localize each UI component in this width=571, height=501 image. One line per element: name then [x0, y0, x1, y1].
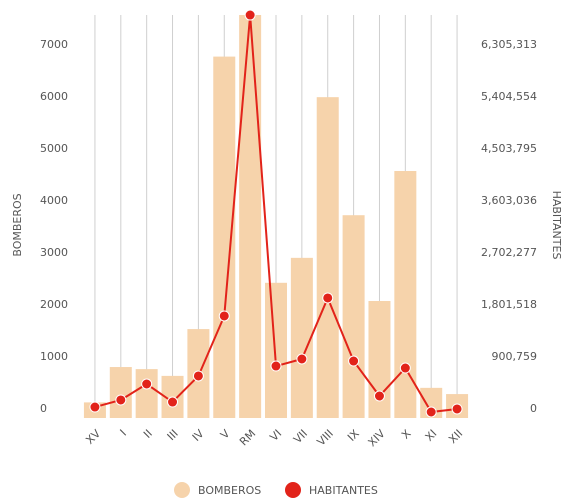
legend-label: HABITANTES	[309, 484, 378, 497]
y-tick-label: 4000	[40, 194, 68, 207]
bar	[265, 282, 287, 418]
y2-tick-label: 5,404,554	[481, 90, 537, 103]
legend-marker	[285, 482, 301, 498]
x-tick-label: XIV	[366, 427, 388, 449]
y-tick-label: 5000	[40, 142, 68, 155]
y2-tick-label: 6,305,313	[481, 38, 537, 51]
y2-tick-label: 900,759	[492, 350, 538, 363]
bar	[342, 215, 365, 418]
point	[218, 310, 230, 322]
y-tick-label: 7000	[40, 38, 68, 51]
point	[451, 403, 463, 415]
y-tick-label: 1000	[40, 350, 68, 363]
point	[348, 355, 360, 367]
bar	[316, 97, 339, 418]
point	[373, 390, 385, 402]
x-tick-label: XI	[423, 427, 440, 444]
x-tick-label: VI	[267, 427, 284, 444]
y2-tick-label: 3,603,036	[481, 194, 537, 207]
legend-label: BOMBEROS	[198, 484, 261, 497]
bar	[109, 367, 132, 418]
x-tick-label: RM	[237, 427, 258, 448]
x-tick-label: VIII	[315, 427, 336, 448]
point	[89, 401, 101, 413]
point	[115, 394, 127, 406]
x-tick-label: XV	[83, 427, 103, 447]
x-tick-label: IX	[345, 427, 362, 444]
point	[322, 292, 334, 304]
y-axis-title: BOMBEROS	[11, 193, 24, 256]
x-tick-label: VII	[291, 427, 310, 446]
point	[425, 406, 437, 418]
point	[192, 370, 204, 382]
x-tick-label: V	[218, 427, 233, 442]
y2-tick-label: 1,801,518	[481, 298, 537, 311]
y2-tick-label: 4,503,795	[481, 142, 537, 155]
point	[399, 362, 411, 374]
bar	[239, 15, 262, 418]
point	[270, 360, 282, 372]
x-tick-label: II	[141, 427, 155, 441]
y-tick-label: 6000	[40, 90, 68, 103]
point	[244, 9, 256, 21]
bar	[394, 171, 417, 418]
bar	[290, 257, 313, 418]
y2-axis-title: HABITANTES	[550, 191, 563, 260]
y2-tick-label: 0	[530, 402, 537, 415]
point	[167, 396, 179, 408]
bar	[135, 369, 158, 418]
y2-tick-label: 2,702,277	[481, 246, 537, 259]
x-tick-label: XII	[446, 427, 465, 446]
legend-marker	[174, 482, 190, 498]
y-tick-label: 0	[40, 402, 47, 415]
x-tick-label: III	[165, 427, 181, 443]
point	[296, 353, 308, 365]
y-tick-label: 2000	[40, 298, 68, 311]
x-tick-label: I	[118, 427, 129, 438]
point	[141, 378, 153, 390]
x-tick-label: IV	[190, 427, 207, 444]
x-tick-label: X	[399, 427, 414, 442]
y-tick-label: 3000	[40, 246, 68, 259]
